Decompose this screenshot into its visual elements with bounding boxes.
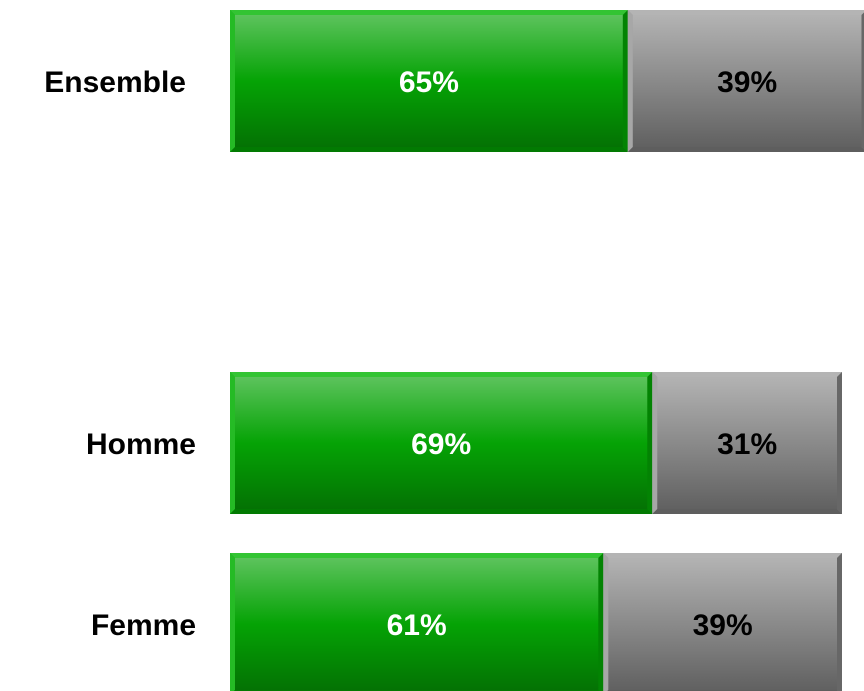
category-label-ensemble: Ensemble xyxy=(44,66,186,99)
value-label-femme-series-0: 61% xyxy=(387,609,447,642)
value-label-ensemble-series-1: 39% xyxy=(717,66,777,99)
bar-ensemble-series-0 xyxy=(230,10,628,152)
bar-femme-series-0 xyxy=(230,553,604,691)
value-label-homme-series-0: 69% xyxy=(411,428,471,461)
bar-ensemble-series-1 xyxy=(627,10,864,152)
bar-homme-series-1 xyxy=(652,372,842,514)
bars-group xyxy=(230,10,864,691)
value-label-homme-series-1: 31% xyxy=(717,428,777,461)
category-label-femme: Femme xyxy=(91,609,196,642)
value-label-ensemble-series-0: 65% xyxy=(399,66,459,99)
value-label-femme-series-1: 39% xyxy=(693,609,753,642)
bar-femme-series-1 xyxy=(603,553,842,691)
category-label-homme: Homme xyxy=(86,428,196,461)
labels-group: Ensemble 65% 39% Homme 69% 31% Femme 61% 39% xyxy=(44,66,777,642)
bar-homme-series-0 xyxy=(230,372,653,514)
